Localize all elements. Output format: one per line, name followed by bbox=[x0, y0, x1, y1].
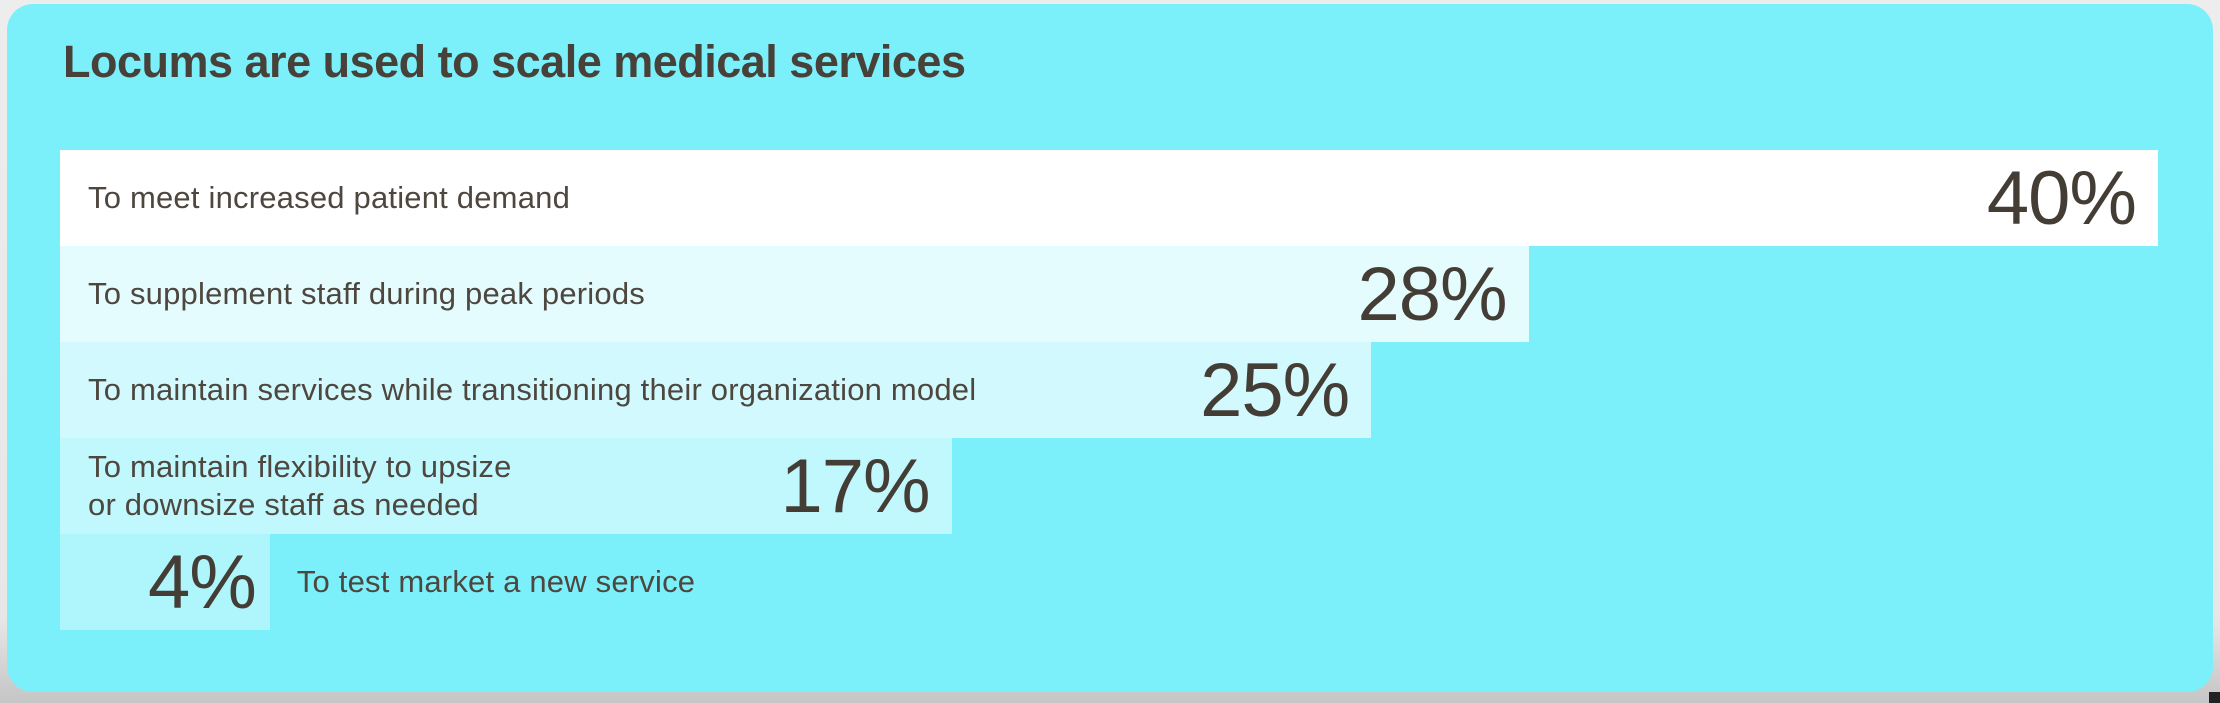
bar-row-flexibility: To maintain flexibility to upsize or dow… bbox=[60, 438, 2158, 534]
bar-row-peak-periods: To supplement staff during peak periods … bbox=[60, 246, 2158, 342]
bar-value: 17% bbox=[780, 443, 931, 529]
bar-value: 40% bbox=[1986, 155, 2137, 241]
bar-test-market: 4% bbox=[60, 534, 270, 630]
bar-value: 25% bbox=[1200, 347, 1350, 433]
chart-title: Locums are used to scale medical service… bbox=[63, 36, 966, 87]
chart-panel: Locums are used to scale medical service… bbox=[7, 4, 2213, 692]
bar-transitioning-model: To maintain services while transitioning… bbox=[60, 342, 1372, 438]
bar-peak-periods: To supplement staff during peak periods … bbox=[60, 246, 1529, 342]
bar-flexibility: To maintain flexibility to upsize or dow… bbox=[60, 438, 952, 534]
bar-row-transitioning-model: To maintain services while transitioning… bbox=[60, 342, 2158, 438]
bar-label: To supplement staff during peak periods bbox=[88, 276, 645, 312]
bar-label: To test market a new service bbox=[296, 564, 696, 599]
bar-label: To maintain services while transitioning… bbox=[88, 372, 977, 408]
bar-patient-demand: To meet increased patient demand 40% bbox=[60, 150, 2158, 246]
bar-row-test-market: 4% To test market a new service bbox=[60, 534, 2158, 630]
bar-chart: To meet increased patient demand 40% To … bbox=[60, 150, 2158, 630]
bar-value: 28% bbox=[1357, 251, 1507, 337]
bar-row-patient-demand: To meet increased patient demand 40% bbox=[60, 150, 2158, 246]
bar-label: To meet increased patient demand bbox=[88, 180, 571, 216]
bar-label: To maintain flexibility to upsize or dow… bbox=[88, 449, 512, 522]
corner-mark bbox=[2209, 692, 2220, 703]
bar-value: 4% bbox=[147, 539, 257, 625]
